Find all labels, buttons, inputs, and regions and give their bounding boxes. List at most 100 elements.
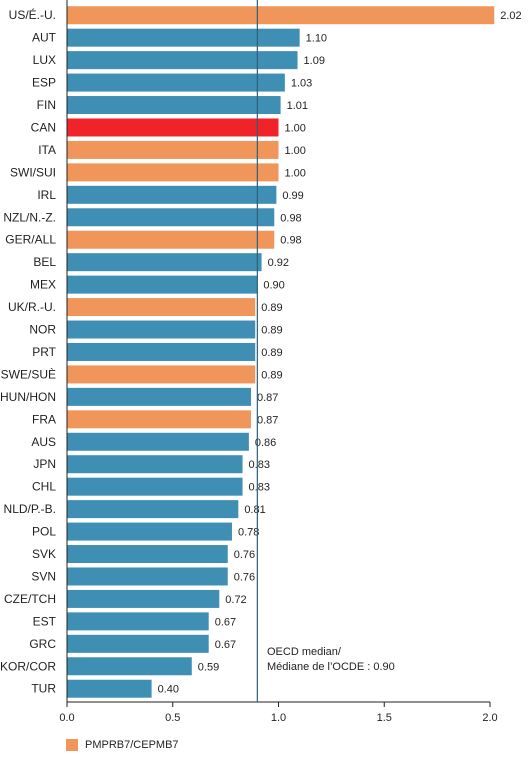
value-label-grc: 0.67 <box>215 639 236 651</box>
bar-mex <box>67 275 258 294</box>
category-label-chl: CHL <box>32 480 56 494</box>
category-label-svn: SVN <box>31 569 56 583</box>
category-label-fin: FIN <box>37 98 56 112</box>
value-label-esp: 1.03 <box>291 78 312 90</box>
bar-grc <box>67 634 209 653</box>
bar-lux <box>67 51 298 70</box>
category-label-grc: GRC <box>29 637 56 651</box>
median-label-line2: Médiane de l’OCDE : 0.90 <box>267 661 395 673</box>
median-line-group: OECD median/ Médiane de l’OCDE : 0.90 <box>256 0 395 702</box>
bar-est <box>67 612 209 631</box>
value-label-nzl-n-z: 0.98 <box>280 212 301 224</box>
bar-bel <box>67 253 262 272</box>
bar-svk <box>67 545 228 564</box>
x-tick-label-3: 1.5 <box>377 712 392 724</box>
value-label-swe-su: 0.89 <box>261 369 282 381</box>
bar-swe-su <box>67 365 256 384</box>
value-label-swi-sui: 1.00 <box>285 167 306 179</box>
x-axis: 0.0 0.5 1.0 1.5 2.0 <box>59 0 498 724</box>
value-label-cze-tch: 0.72 <box>225 594 246 606</box>
bar-hun-hon <box>67 387 252 406</box>
value-label-pol: 0.78 <box>238 527 259 539</box>
category-label-aut: AUT <box>32 31 57 45</box>
category-label-lux: LUX <box>33 53 56 67</box>
value-label-nor: 0.89 <box>261 325 282 337</box>
value-label-hun-hon: 0.87 <box>257 392 278 404</box>
category-label-nld-p-b: NLD/P.-B. <box>4 502 56 516</box>
value-label-tur: 0.40 <box>158 684 179 696</box>
bar-cze-tch <box>67 589 220 608</box>
category-label-svk: SVK <box>32 547 56 561</box>
value-label-nld-p-b: 0.81 <box>244 504 265 516</box>
value-label-fra: 0.87 <box>257 414 278 426</box>
value-label-fin: 1.01 <box>287 100 308 112</box>
value-label-svn: 0.76 <box>234 571 255 583</box>
value-label-ita: 1.00 <box>285 145 306 157</box>
legend-label-pmprb7: PMPRB7/CEPMB7 <box>85 739 179 751</box>
category-label-ita: ITA <box>38 143 56 157</box>
value-label-lux: 1.09 <box>304 55 325 67</box>
bar-nzl-n-z <box>67 208 275 227</box>
x-tick-label-4: 2.0 <box>482 712 497 724</box>
value-label-irl: 0.99 <box>282 190 303 202</box>
category-label-esp: ESP <box>32 76 56 90</box>
bar-ger-all <box>67 230 275 249</box>
bar-jpn <box>67 455 243 474</box>
value-label-svk: 0.76 <box>234 549 255 561</box>
category-label-cze-tch: CZE/TCH <box>4 592 56 606</box>
value-label-prt: 0.89 <box>261 347 282 359</box>
category-label-mex: MEX <box>30 278 56 292</box>
median-label-line1: OECD median/ <box>267 646 342 658</box>
value-label-aus: 0.86 <box>255 437 276 449</box>
value-label-mex: 0.90 <box>263 280 284 292</box>
category-label-bel: BEL <box>33 255 56 269</box>
bar-fin <box>67 96 281 115</box>
bar-chl <box>67 477 243 496</box>
category-label-can: CAN <box>31 120 56 134</box>
value-label-kor-cor: 0.59 <box>198 661 219 673</box>
category-label-fra: FRA <box>32 412 56 426</box>
category-label-hun-hon: HUN/HON <box>0 390 56 404</box>
bar-irl <box>67 185 277 204</box>
category-label-kor-cor: KOR/COR <box>0 659 56 673</box>
bar-swi-sui <box>67 163 279 182</box>
category-label-nor: NOR <box>29 323 56 337</box>
value-label-jpn: 0.83 <box>249 459 270 471</box>
bar-ita <box>67 140 279 159</box>
value-label-bel: 0.92 <box>268 257 289 269</box>
category-label-prt: PRT <box>32 345 56 359</box>
category-label-pol: POL <box>32 525 56 539</box>
x-tick-label-0: 0.0 <box>59 712 74 724</box>
category-label-irl: IRL <box>37 188 56 202</box>
bar-esp <box>67 73 285 92</box>
x-tick-label-1: 0.5 <box>165 712 180 724</box>
bars-layer: US/É.-U. 2.02 AUT 1.10 LUX 1.09 ESP 1.03 FIN 1.01… <box>0 6 522 698</box>
value-label-ger-all: 0.98 <box>280 235 301 247</box>
bar-prt <box>67 342 256 361</box>
legend-swatch-pmprb7 <box>66 739 78 751</box>
value-label-uk-r-u: 0.89 <box>261 302 282 314</box>
category-label-swe-su: SWE/SUÈ <box>1 366 56 381</box>
bar-nld-p-b <box>67 500 239 519</box>
category-label-ger-all: GER/ALL <box>5 233 56 247</box>
bar-us-u <box>67 6 495 25</box>
bar-tur <box>67 679 152 698</box>
bar-aut <box>67 28 300 47</box>
bar-can <box>67 118 279 137</box>
x-tick-label-2: 1.0 <box>271 712 286 724</box>
category-label-us-u: US/É.-U. <box>9 7 56 22</box>
legend: PMPRB7/CEPMB7 <box>66 739 179 751</box>
bar-pol <box>67 522 232 541</box>
category-label-tur: TUR <box>31 682 56 696</box>
bar-fra <box>67 410 252 429</box>
category-label-jpn: JPN <box>33 457 56 471</box>
bar-kor-cor <box>67 657 192 676</box>
category-label-nzl-n-z: NZL/N.-Z. <box>3 210 56 224</box>
value-label-chl: 0.83 <box>249 482 270 494</box>
bar-nor <box>67 320 256 339</box>
category-label-est: EST <box>33 614 57 628</box>
bar-svn <box>67 567 228 586</box>
value-label-aut: 1.10 <box>306 33 327 45</box>
bar-uk-r-u <box>67 298 256 317</box>
